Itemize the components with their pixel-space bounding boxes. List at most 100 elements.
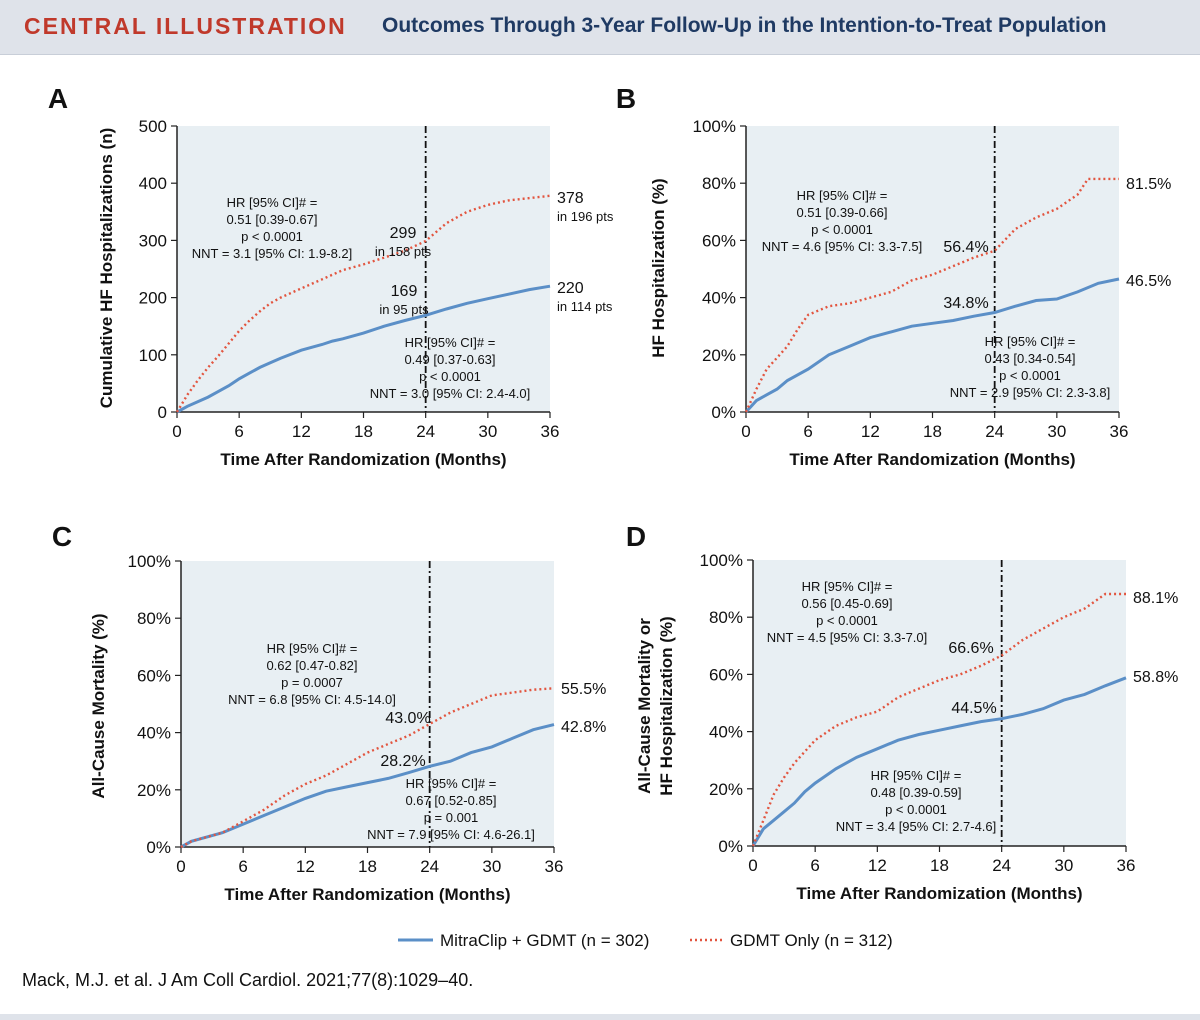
x-tick-label: 24 [992, 856, 1011, 875]
hr-annotation-1-line-2: p < 0.0001 [811, 222, 873, 237]
mitraclip-series-line [744, 277, 1120, 414]
hr-annotation-2-line-0: HR [95% CI]# = [405, 335, 496, 350]
x-tick-label: 18 [930, 856, 949, 875]
y-tick-label: 20% [137, 781, 171, 800]
x-tick-label: 18 [923, 422, 942, 441]
y-axis-label: All-Cause Mortality (%) [89, 613, 108, 798]
y-tick-label: 300 [139, 231, 167, 250]
y-axis-label-text: Cumulative HF Hospitalizations (n) [97, 128, 116, 409]
x-tick-label: 30 [478, 422, 497, 441]
y-tick-label: 60% [137, 666, 171, 685]
y-axis-label-line: HF Hospitalization (%) [657, 616, 676, 795]
hr-annotation-1-line-3: NNT = 4.5 [95% CI: 3.3-7.0] [767, 630, 928, 645]
x-tick-label: 12 [861, 422, 880, 441]
x-tick-label: 12 [292, 422, 311, 441]
panel-a: A 0 100 200 300 400 500 0 6 12 18 24 30 36 Time After … [48, 83, 614, 469]
point-label-gdmt: 43.0% [385, 710, 430, 727]
legend: MitraClip + GDMT (n = 302) GDMT Only (n =… [398, 931, 893, 950]
x-tick-label: 30 [482, 857, 501, 876]
y-axis-label: All-Cause Mortality or HF Hospitalization… [635, 616, 676, 795]
point-label-gdmt: 66.6% [948, 640, 993, 657]
y-tick-label: 0 [158, 403, 167, 422]
hr-annotation-1-line-0: HR [95% CI]# = [797, 188, 888, 203]
point-label-gdmt: 88.1% [1133, 590, 1178, 607]
gdmt-series-line [175, 194, 551, 413]
y-tick-label: 0% [711, 403, 736, 422]
x-tick-label: 18 [358, 857, 377, 876]
y-tick-label: 200 [139, 289, 167, 308]
hr-annotation-2-line-2: p < 0.0001 [885, 802, 947, 817]
gdmt-series-line [180, 687, 555, 849]
y-tick-label: 80% [137, 609, 171, 628]
mitraclip-series-line [176, 284, 551, 414]
panel-b: B 0% 20% 40% 60% 80% 100% 0 6 12 18 24 30 36 Time Afte… [616, 83, 1171, 469]
gdmt-series-line [751, 592, 1126, 847]
y-tick-label: 60% [702, 231, 736, 250]
hr-annotation-2-line-3: NNT = 7.9 [95% CI: 4.6-26.1] [367, 827, 535, 842]
hr-annotation-1-line-2: p < 0.0001 [241, 229, 303, 244]
panel-letter: A [48, 83, 68, 114]
point-label-mitraclip: 44.5% [951, 700, 996, 717]
banner-label: CENTRAL ILLUSTRATION [24, 13, 347, 39]
x-tick-label: 30 [1047, 422, 1066, 441]
hr-annotation-2-line-3: NNT = 3.4 [95% CI: 2.7-4.6] [836, 819, 997, 834]
hr-annotation-2-line-2: p < 0.0001 [419, 369, 481, 384]
y-tick-label: 0% [718, 837, 743, 856]
x-axis-label: Time After Randomization (Months) [796, 884, 1082, 903]
x-tick-label: 30 [1054, 856, 1073, 875]
hr-annotation-2-line-0: HR [95% CI]# = [985, 334, 1076, 349]
point-label-mitraclip: 34.8% [943, 295, 988, 312]
point-label-mitraclip: 169 [391, 283, 418, 300]
y-tick-label: 100% [693, 117, 736, 136]
panel-letter: D [626, 521, 646, 552]
x-tick-label: 0 [748, 856, 757, 875]
hr-annotation-2-line-2: p < 0.0001 [999, 368, 1061, 383]
point-label-sub-gdmt: in 158 pts [375, 244, 432, 259]
x-tick-label: 24 [416, 422, 435, 441]
hr-annotation-1-line-0: HR [95% CI]# = [227, 195, 318, 210]
point-label-gdmt: 378 [557, 190, 584, 207]
y-axis-label-line: All-Cause Mortality or [635, 618, 654, 794]
panel-d: D 0% 20% 40% 60% 80% 100% 0 6 12 18 24 30 36 Time Afte… [626, 521, 1178, 903]
mitraclip-series-line [751, 676, 1127, 847]
hr-annotation-2-line-3: NNT = 3.0 [95% CI: 2.4-4.0] [370, 386, 531, 401]
bottom-rule [0, 1014, 1200, 1020]
y-tick-label: 400 [139, 174, 167, 193]
y-axis-label-text: All-Cause Mortality (%) [89, 613, 108, 798]
y-tick-label: 60% [709, 665, 743, 684]
x-tick-label: 18 [354, 422, 373, 441]
hr-annotation-1-line-2: p = 0.0007 [281, 675, 343, 690]
hr-annotation-1-line-2: p < 0.0001 [816, 613, 878, 628]
x-tick-label: 36 [1117, 856, 1136, 875]
x-tick-label: 6 [810, 856, 819, 875]
panel-c: C 0% 20% 40% 60% 80% 100% 0 6 12 18 24 30 36 Time Afte… [52, 521, 606, 904]
y-tick-label: 100% [700, 551, 743, 570]
point-label-sub-mitraclip: in 95 pts [379, 302, 429, 317]
x-tick-label: 6 [803, 422, 812, 441]
panel-letter: C [52, 521, 72, 552]
illustration-banner: CENTRAL ILLUSTRATION Outcomes Through 3-… [0, 0, 1200, 55]
hr-annotation-1-line-3: NNT = 6.8 [95% CI: 4.5-14.0] [228, 692, 396, 707]
point-label-sub-mitraclip: in 114 pts [557, 299, 613, 314]
y-tick-label: 40% [709, 723, 743, 742]
point-label-gdmt: 56.4% [943, 239, 988, 256]
point-label-gdmt: 55.5% [561, 681, 606, 698]
hr-annotation-2-line-3: NNT = 2.9 [95% CI: 2.3-3.8] [950, 385, 1111, 400]
hr-annotation-2-line-2: p = 0.001 [424, 810, 479, 825]
hr-annotation-1-line-3: NNT = 3.1 [95% CI: 1.9-8.2] [192, 246, 353, 261]
y-axis-label-text: HF Hospitalization (%) [649, 178, 668, 357]
point-label-mitraclip: 58.8% [1133, 669, 1178, 686]
y-tick-label: 100% [128, 552, 171, 571]
hr-annotation-2-line-1: 0.49 [0.37-0.63] [404, 352, 495, 367]
x-axis-label: Time After Randomization (Months) [224, 885, 510, 904]
hr-annotation-1-line-1: 0.62 [0.47-0.82] [266, 658, 357, 673]
x-tick-label: 0 [176, 857, 185, 876]
point-label-mitraclip: 46.5% [1126, 273, 1171, 290]
hr-annotation-1-line-3: NNT = 4.6 [95% CI: 3.3-7.5] [762, 239, 923, 254]
y-tick-label: 40% [702, 289, 736, 308]
y-tick-label: 40% [137, 724, 171, 743]
hr-annotation-2-line-1: 0.43 [0.34-0.54] [984, 351, 1075, 366]
gdmt-series-line [744, 177, 1119, 413]
hr-annotation-1-line-1: 0.51 [0.39-0.67] [226, 212, 317, 227]
hr-annotation-2-line-0: HR [95% CI]# = [871, 768, 962, 783]
